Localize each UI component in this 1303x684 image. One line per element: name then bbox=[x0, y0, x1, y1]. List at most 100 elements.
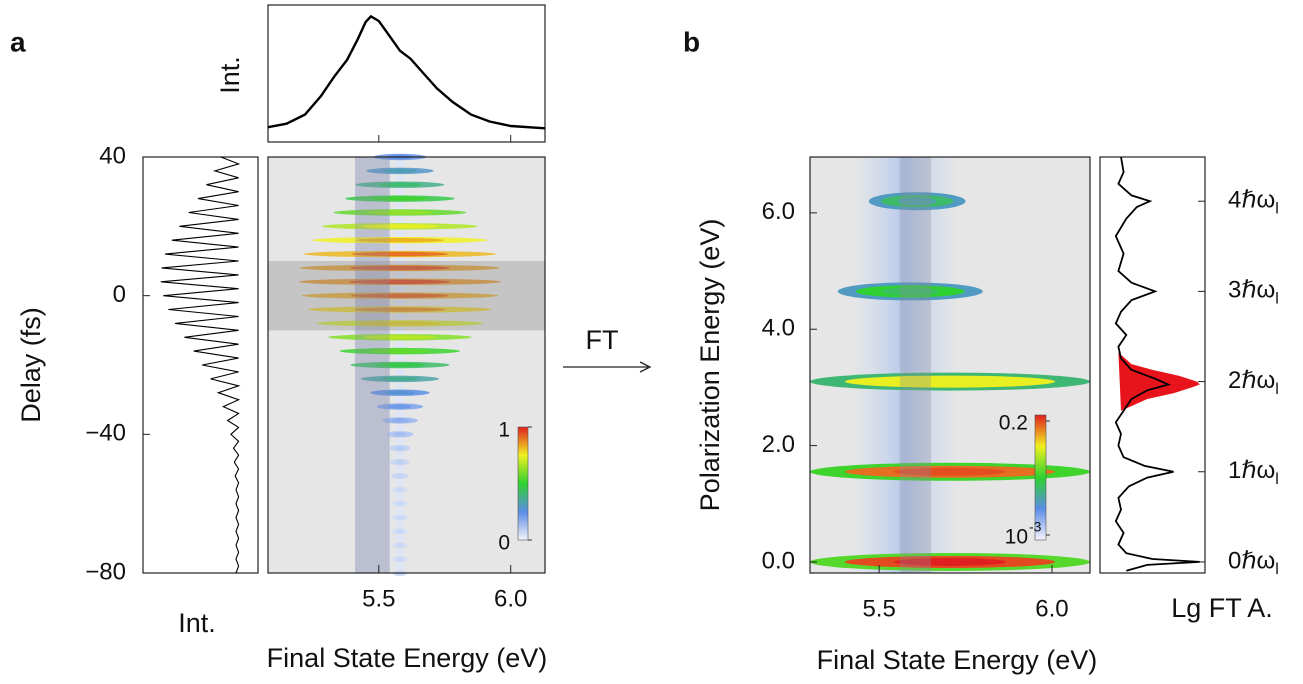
fringe-core bbox=[369, 348, 430, 354]
fringe-core bbox=[397, 563, 403, 569]
band-peak bbox=[894, 377, 1006, 386]
fringe-core bbox=[358, 321, 442, 326]
fringe-core bbox=[395, 459, 405, 465]
fringe-core bbox=[397, 425, 403, 430]
fringe-core bbox=[397, 480, 403, 486]
fringe-core bbox=[397, 328, 403, 333]
fringe-core bbox=[397, 355, 403, 361]
highlight-column bbox=[355, 157, 390, 573]
fringe-core bbox=[397, 383, 403, 388]
fringe-core bbox=[396, 487, 404, 492]
fringe-core bbox=[396, 515, 404, 520]
harmonic-subscript: l bbox=[1275, 471, 1279, 488]
fringe-core bbox=[349, 265, 451, 271]
fringe-core bbox=[350, 293, 449, 298]
harmonic-label: 0ℏω bbox=[1228, 547, 1275, 574]
fringe-core bbox=[360, 224, 439, 229]
harmonic-subscript: l bbox=[1275, 561, 1279, 578]
fringe-core bbox=[397, 231, 403, 236]
harmonic-subscript: l bbox=[1275, 200, 1279, 217]
band-peak bbox=[894, 557, 1006, 566]
fringe-core bbox=[396, 543, 404, 548]
fringe-core bbox=[397, 217, 403, 222]
plot-frame bbox=[1099, 156, 1206, 574]
colorbar-label: 1 bbox=[498, 419, 510, 442]
ft-peak-area bbox=[1118, 352, 1200, 411]
colorbar-exponent: -3 bbox=[1029, 519, 1042, 535]
fringe-core bbox=[397, 300, 403, 305]
fringe-core bbox=[377, 182, 423, 187]
x-axis-label: Int. bbox=[178, 608, 216, 638]
fringe-core bbox=[395, 473, 405, 479]
fringe-core bbox=[397, 397, 403, 402]
fringe-core bbox=[397, 550, 403, 555]
fringe-core bbox=[366, 210, 434, 215]
x-tick-label: 5.5 bbox=[362, 585, 395, 612]
fringe-core bbox=[396, 501, 404, 506]
fringe-core bbox=[380, 376, 420, 382]
colorbar-label: 0.2 bbox=[999, 412, 1028, 435]
fringe-core bbox=[396, 556, 404, 562]
harmonic-label: 4ℏω bbox=[1228, 187, 1275, 214]
plot-frame bbox=[142, 156, 259, 574]
fringe-core bbox=[397, 272, 403, 278]
x-axis-label: Final State Energy (eV) bbox=[267, 643, 548, 673]
x-tick-label: 6.0 bbox=[1035, 595, 1068, 622]
colorbar bbox=[1034, 414, 1047, 541]
fringe-core bbox=[351, 251, 448, 257]
fringe-core bbox=[354, 307, 446, 312]
plot-frame bbox=[809, 156, 1091, 574]
band-peak bbox=[881, 287, 940, 296]
fringe-core bbox=[397, 536, 403, 541]
fringe-core bbox=[397, 508, 403, 513]
fringe-core bbox=[397, 369, 403, 375]
arrow-head bbox=[639, 361, 652, 373]
harmonic-subscript: l bbox=[1275, 291, 1279, 308]
fringe-core bbox=[394, 446, 406, 451]
harmonic-label: 1ℏω bbox=[1228, 457, 1275, 484]
fringe-core bbox=[372, 196, 428, 201]
fringe-core bbox=[397, 452, 403, 458]
y-tick-label: 0.0 bbox=[762, 547, 795, 574]
fringe-core bbox=[390, 418, 409, 423]
x-axis-label: Final State Energy (eV) bbox=[817, 645, 1098, 675]
colorbar-label: 10 bbox=[1005, 526, 1028, 549]
band-peak bbox=[894, 467, 1006, 476]
fringe-core bbox=[397, 342, 403, 347]
delay-trace bbox=[160, 156, 241, 574]
fringe-core bbox=[397, 244, 403, 250]
plot-frame bbox=[267, 156, 546, 574]
spectrum-line bbox=[267, 14, 546, 130]
y-tick-label: 2.0 bbox=[762, 431, 795, 458]
band-peak bbox=[897, 197, 937, 206]
panel-label: b bbox=[683, 26, 700, 57]
y-tick-label: −80 bbox=[85, 558, 126, 585]
x-tick-label: 5.5 bbox=[862, 595, 895, 622]
fringe-core bbox=[397, 439, 403, 444]
fringe-core bbox=[397, 522, 403, 527]
fringe-core bbox=[397, 286, 403, 291]
fringe-core bbox=[393, 432, 407, 437]
fringe-core bbox=[396, 529, 404, 534]
fringe-core bbox=[397, 411, 403, 416]
fringe-core bbox=[397, 258, 403, 264]
harmonic-subscript: l bbox=[1275, 381, 1279, 398]
fringe-core bbox=[397, 466, 403, 472]
fringe-core bbox=[385, 390, 415, 395]
fringe-core bbox=[397, 203, 403, 208]
y-tick-label: 4.0 bbox=[762, 315, 795, 342]
fringe-core bbox=[397, 161, 403, 167]
plot-frame bbox=[267, 4, 546, 143]
fringe-core bbox=[388, 404, 412, 409]
harmonic-label: 2ℏω bbox=[1228, 367, 1275, 394]
x-tick-label: 6.0 bbox=[494, 585, 527, 612]
plot-bg bbox=[1100, 157, 1205, 573]
fringe-core bbox=[383, 168, 417, 174]
fringe-core bbox=[397, 189, 403, 194]
ft-trace bbox=[1114, 156, 1200, 572]
y-axis-label: Delay (fs) bbox=[16, 307, 46, 423]
fringe-core bbox=[375, 362, 425, 368]
fringe-core bbox=[397, 494, 403, 499]
